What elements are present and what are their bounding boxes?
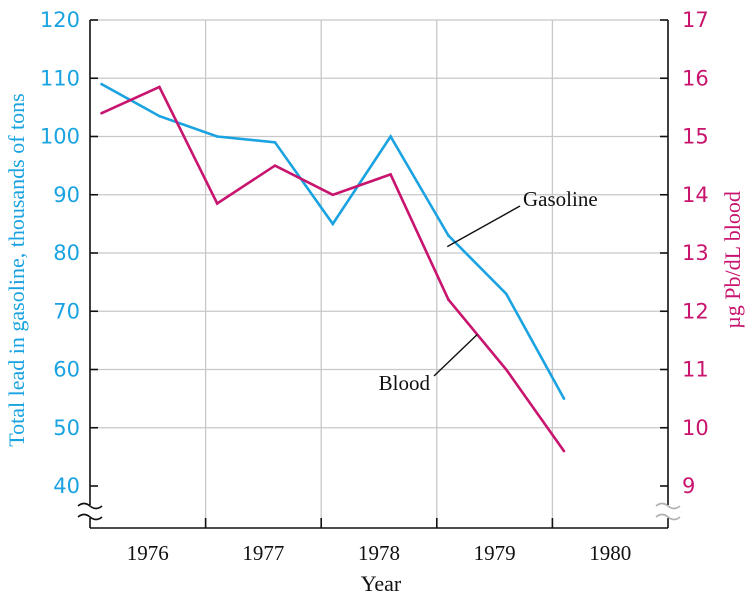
- y-right-axis-title: µg Pb/dL blood: [720, 191, 745, 329]
- x-axis-title: Year: [361, 571, 402, 596]
- data-point-blood: [331, 193, 335, 197]
- data-point-gasoline: [100, 82, 103, 86]
- data-point-gasoline: [158, 114, 161, 118]
- y-right-tick-label: 12: [682, 299, 709, 323]
- data-point-gasoline: [504, 292, 508, 296]
- gasoline-annotation: Gasoline: [523, 187, 598, 211]
- data-point-blood: [158, 85, 161, 89]
- data-point-blood: [562, 449, 566, 453]
- y-left-axis-title: Total lead in gasoline, thousands of ton…: [4, 93, 29, 446]
- data-point-blood: [389, 173, 392, 176]
- x-tick-label: 1979: [474, 541, 516, 565]
- data-point-blood: [100, 111, 103, 115]
- blood-annotation: Blood: [379, 371, 431, 395]
- x-tick-label: 1980: [589, 541, 631, 565]
- y-right-tick-label: 9: [682, 474, 695, 498]
- y-left-tick-label: 50: [53, 416, 80, 440]
- data-point-gasoline: [215, 135, 219, 138]
- y-right-tick-label: 11: [682, 358, 709, 382]
- series-line-gasoline: [100, 82, 566, 400]
- y-right-tick-label: 17: [682, 8, 709, 32]
- y-left-tick-label: 40: [53, 474, 80, 498]
- y-right-tick-label: 15: [682, 125, 709, 149]
- labels: 40 50 60 70 80 90 100 110 120 9 10 11 12 13 14 15 16 17 19…: [4, 8, 745, 596]
- right-axis-break: [655, 502, 681, 521]
- x-tick-label: 1976: [127, 541, 169, 565]
- gasoline-leader-line: [446, 205, 521, 248]
- y-right-tick-label: 13: [682, 241, 709, 265]
- data-point-gasoline: [331, 222, 335, 226]
- data-point-gasoline: [273, 141, 277, 144]
- data-point-blood: [504, 368, 508, 371]
- y-left-tick-label: 120: [40, 8, 80, 32]
- y-left-tick-label: 100: [40, 125, 80, 149]
- grid: [90, 19, 668, 528]
- blood-leader-line: [433, 334, 478, 377]
- data-point-gasoline: [389, 135, 392, 138]
- data-point-blood: [447, 298, 450, 301]
- y-right-tick-label: 16: [682, 66, 709, 90]
- y-right-tick-label: 14: [682, 183, 709, 207]
- data-point-gasoline: [562, 397, 566, 400]
- x-tick-label: 1978: [358, 541, 400, 565]
- y-right-tick-label: 10: [682, 416, 709, 440]
- axes: [77, 19, 681, 529]
- data-point-blood: [215, 202, 219, 205]
- series-line-blood: [101, 85, 566, 452]
- data-point-blood: [273, 164, 277, 167]
- y-left-tick-label: 80: [53, 241, 80, 265]
- y-left-tick-label: 60: [53, 358, 80, 382]
- left-axis-break: [77, 502, 103, 521]
- x-tick-label: 1977: [242, 541, 284, 565]
- data-point-gasoline: [447, 234, 450, 237]
- y-left-tick-label: 110: [40, 66, 80, 90]
- y-left-tick-label: 90: [53, 183, 80, 207]
- series-lines: [100, 82, 566, 453]
- y-left-tick-label: 70: [53, 299, 80, 323]
